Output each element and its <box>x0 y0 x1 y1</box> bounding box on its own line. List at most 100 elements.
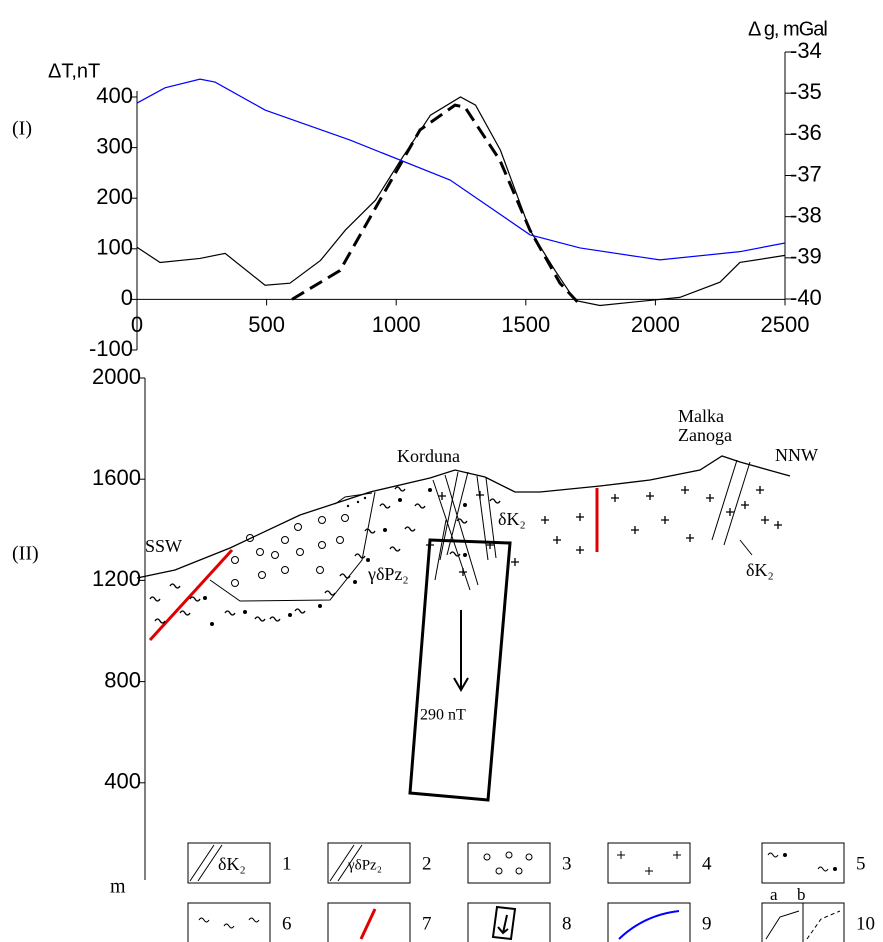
plus <box>681 486 689 494</box>
tilde <box>294 608 306 614</box>
plus <box>774 521 782 529</box>
legend-number: 7 <box>422 913 432 934</box>
plus <box>611 494 619 502</box>
pebble <box>294 523 302 531</box>
magnetic-line <box>136 96 786 307</box>
tilde <box>254 616 266 622</box>
tilde <box>449 551 461 557</box>
topography <box>136 455 791 579</box>
legend-sublabel: a <box>770 885 778 904</box>
legend-number: 6 <box>282 913 292 934</box>
annotation: NNW <box>775 445 818 465</box>
tilde <box>817 866 829 872</box>
plus <box>576 513 584 521</box>
dot <box>203 596 207 600</box>
tilde <box>324 590 336 596</box>
tilde <box>489 498 501 504</box>
plus <box>486 541 494 549</box>
sand-lens <box>334 492 373 505</box>
legend-number: 3 <box>562 853 572 874</box>
magnetic-line <box>291 103 579 304</box>
plus <box>756 486 764 494</box>
y-tick-label: 1200 <box>92 566 141 591</box>
plus <box>617 851 625 859</box>
dot <box>833 867 837 871</box>
sand <box>346 504 350 508</box>
tilde <box>149 596 161 602</box>
tilde <box>248 917 260 923</box>
legend-dyke <box>329 844 363 882</box>
y-tick-label: 0 <box>121 285 133 310</box>
legend-number: 10 <box>856 913 875 934</box>
tilde <box>456 518 468 524</box>
contact-b <box>806 910 841 940</box>
legend-box <box>327 902 411 942</box>
dot <box>463 503 467 507</box>
annotation: Zanoga <box>678 425 732 445</box>
tilde <box>379 503 391 509</box>
x-tick-label: 2500 <box>761 312 810 337</box>
tilde <box>767 852 779 858</box>
plus <box>438 492 446 500</box>
dot <box>318 604 322 608</box>
pebble <box>271 551 279 559</box>
dot <box>383 528 387 532</box>
tilde <box>364 528 376 534</box>
y-tick-label: 200 <box>96 184 133 209</box>
pebble <box>316 566 324 574</box>
pebble <box>341 514 349 522</box>
pebble <box>495 867 503 875</box>
legend-box <box>327 842 411 884</box>
legend: δK₂ 1 γδPz₂ 2 3 4 5 6 7 8 9 a b 10 <box>187 842 875 942</box>
y-axis-label: m <box>110 876 126 898</box>
gravity-sample <box>618 910 680 940</box>
sand <box>356 500 360 504</box>
pebble <box>258 571 266 579</box>
legend-number: 1 <box>282 853 292 874</box>
magnetic-body <box>408 538 512 802</box>
plus <box>741 501 749 509</box>
pebble <box>281 536 289 544</box>
fault <box>148 548 234 642</box>
legend-box <box>467 902 551 942</box>
dot <box>783 853 787 857</box>
plus <box>426 541 434 549</box>
tilde <box>394 486 406 492</box>
y2-tick-label: -37 <box>790 161 822 186</box>
annotation: Malka <box>678 406 724 426</box>
contact-a <box>765 910 800 940</box>
legend-box <box>607 842 691 884</box>
magnetic-gravity-profile: (I) ΔT,nT Δ g, mGal 4003002001000-100-34… <box>12 18 828 361</box>
dot <box>353 580 357 584</box>
y-axis-label: ΔT,nT <box>48 60 100 82</box>
dot <box>428 488 432 492</box>
y-tick-label: 100 <box>96 235 133 260</box>
y-tick-label: 2000 <box>92 364 141 389</box>
pebble <box>256 548 264 556</box>
x-tick-label: 2000 <box>631 312 680 337</box>
tilde <box>339 573 351 579</box>
panel-label: (I) <box>12 118 32 140</box>
pebble <box>483 853 491 861</box>
legend-box <box>187 902 271 942</box>
y-tick-label: 300 <box>96 133 133 158</box>
legend-box <box>187 842 271 884</box>
tilde <box>154 618 166 624</box>
plus <box>576 546 584 554</box>
pebble <box>505 851 513 859</box>
dot <box>398 498 402 502</box>
legend-number: 9 <box>702 913 712 934</box>
x-tick-label: 500 <box>248 312 285 337</box>
legend-sublabel: b <box>797 885 806 904</box>
legend-text: γδPz₂ <box>347 857 382 873</box>
arrow-sample <box>497 914 509 935</box>
y2-tick-label: -38 <box>790 202 822 227</box>
plus <box>706 494 714 502</box>
plus <box>553 536 561 544</box>
plus <box>541 516 549 524</box>
sand <box>363 496 367 500</box>
plus <box>646 492 654 500</box>
legend-text: δK₂ <box>218 854 246 874</box>
x-tick-label: 0 <box>131 312 143 337</box>
